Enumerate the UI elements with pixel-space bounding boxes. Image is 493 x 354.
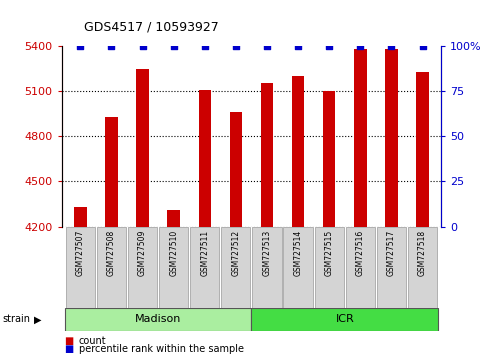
Text: Madison: Madison [135,314,181,325]
Text: GSM727512: GSM727512 [231,230,241,276]
Text: strain: strain [2,314,31,325]
Bar [283,227,313,308]
Bar [168,210,180,227]
Text: percentile rank within the sample: percentile rank within the sample [79,344,244,354]
Text: GSM727513: GSM727513 [262,230,272,276]
Point [356,43,364,49]
Bar [65,308,251,331]
Text: ICR: ICR [335,314,354,325]
Text: GSM727507: GSM727507 [76,230,85,276]
Text: ■: ■ [64,336,73,346]
Point [76,43,84,49]
Bar [190,227,219,308]
Text: GSM727510: GSM727510 [169,230,178,276]
Bar [346,227,375,308]
Point [232,43,240,49]
Point [139,43,146,49]
Bar [354,49,367,227]
Text: ■: ■ [64,344,73,354]
Point [325,43,333,49]
Text: GSM727514: GSM727514 [294,230,303,276]
Text: count: count [79,336,106,346]
Bar [252,227,282,308]
Text: GSM727518: GSM727518 [418,230,427,276]
Bar [315,227,344,308]
Text: GSM727517: GSM727517 [387,230,396,276]
Text: GSM727508: GSM727508 [107,230,116,276]
Text: GDS4517 / 10593927: GDS4517 / 10593927 [84,21,218,34]
Bar [230,112,242,227]
Bar [128,227,157,308]
Bar [417,72,429,227]
Bar [66,227,95,308]
Bar [251,308,438,331]
Bar [377,227,406,308]
Point [419,43,426,49]
Point [294,43,302,49]
Bar [199,90,211,227]
Text: GSM727511: GSM727511 [200,230,209,276]
Bar [105,117,118,227]
Point [387,43,395,49]
Bar [385,49,398,227]
Point [170,43,177,49]
Bar [221,227,250,308]
Bar [74,207,86,227]
Bar [97,227,126,308]
Bar [292,76,304,227]
Text: GSM727515: GSM727515 [325,230,334,276]
Point [201,43,209,49]
Text: ▶: ▶ [34,314,41,325]
Text: GSM727516: GSM727516 [356,230,365,276]
Point [107,43,115,49]
Bar [261,83,273,227]
Bar [323,91,335,227]
Text: GSM727509: GSM727509 [138,230,147,276]
Bar [136,69,149,227]
Bar [408,227,437,308]
Point [263,43,271,49]
Bar [159,227,188,308]
